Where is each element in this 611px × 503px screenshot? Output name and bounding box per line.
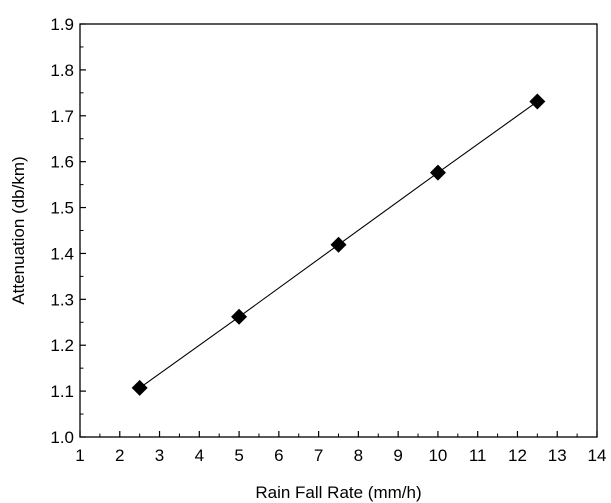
data-point (529, 93, 546, 110)
x-tick-label: 9 (393, 446, 402, 465)
x-axis-title: Rain Fall Rate (mm/h) (255, 483, 421, 502)
x-tick-labels: 1 2 3 4 5 6 7 8 9 10 11 12 13 14 (75, 446, 606, 465)
y-tick-label: 1.8 (50, 61, 74, 80)
x-tick-label: 13 (548, 446, 567, 465)
y-tick-label: 1.4 (50, 244, 74, 263)
y-tick-label: 1.5 (50, 199, 74, 218)
y-tick-label: 1.1 (50, 382, 74, 401)
y-axis-title: Attenuation (db/km) (9, 156, 28, 304)
y-tick-label: 1.0 (50, 428, 74, 447)
y-tick-label: 1.7 (50, 107, 74, 126)
x-tick-label: 4 (195, 446, 204, 465)
y-tick-label: 1.9 (50, 15, 74, 34)
y-tick-labels: 1.0 1.1 1.2 1.3 1.4 1.5 1.6 1.7 1.8 1.9 (50, 15, 74, 447)
x-tick-label: 11 (469, 446, 487, 465)
x-tick-label: 1 (75, 446, 84, 465)
x-tick-label: 12 (508, 446, 527, 465)
y-tick-label: 1.2 (50, 336, 74, 355)
series-layer (131, 93, 546, 396)
x-tick-label: 3 (155, 446, 164, 465)
x-tick-label: 2 (115, 446, 124, 465)
data-point (131, 379, 148, 396)
x-tick-label: 10 (428, 446, 447, 465)
y-tick-label: 1.6 (50, 153, 74, 172)
x-tick-label: 14 (588, 446, 607, 465)
x-tick-label: 7 (314, 446, 323, 465)
data-point (231, 308, 248, 325)
x-tick-label: 5 (234, 446, 243, 465)
data-point (330, 236, 347, 253)
x-tick-label: 8 (354, 446, 363, 465)
x-tick-label: 6 (274, 446, 283, 465)
plot-frame (79, 23, 598, 438)
data-point (429, 164, 446, 181)
y-tick-label: 1.3 (50, 290, 74, 309)
